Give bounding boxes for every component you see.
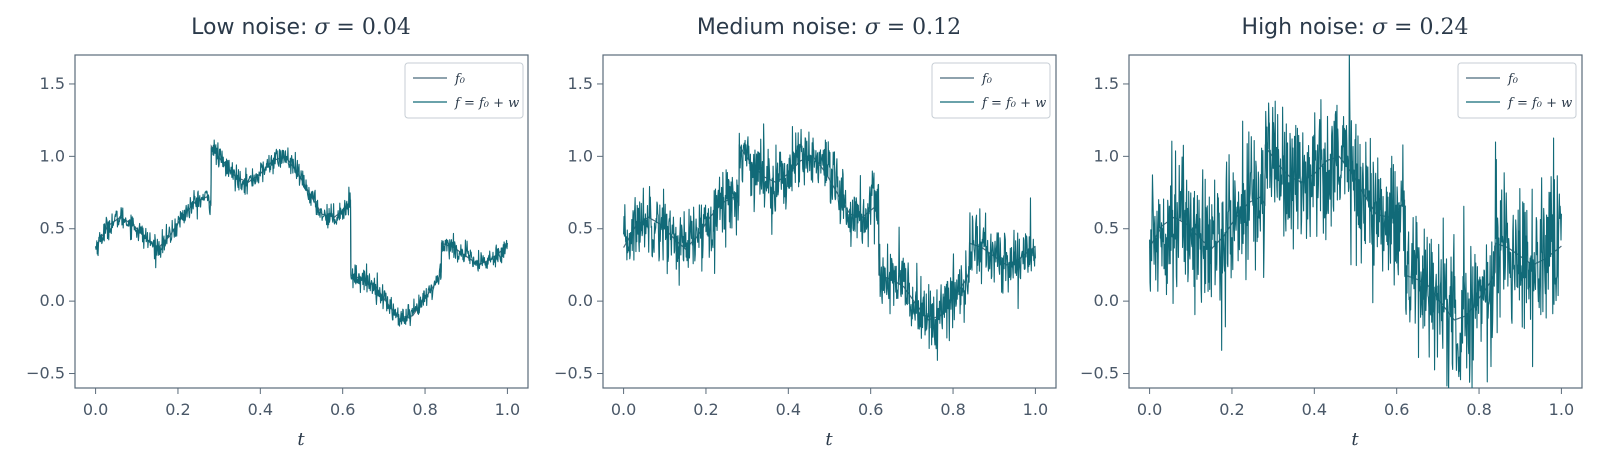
y-axis-ticks: −0.5 0.0 0.5 1.0 1.5: [1080, 74, 1129, 383]
x-tick-label: 0.6: [330, 400, 355, 419]
legend: f₀ f = f₀ + w: [1457, 62, 1577, 119]
y-tick-label: 0.5: [568, 219, 593, 238]
y-tick-label: 0.5: [40, 219, 65, 238]
y-tick-label: 0.0: [40, 291, 65, 310]
panel-low-noise: Low noise: σ = 0.04 0.0 0.2 0.4 0.6 0.8 1.0 −…: [26, 15, 529, 450]
y-tick-label: 1.5: [568, 74, 593, 93]
x-tick-label: 0.8: [940, 400, 965, 419]
x-tick-label: 0.0: [83, 400, 108, 419]
legend-label-f0: f₀: [1507, 72, 1519, 87]
y-tick-label: 1.5: [1094, 74, 1119, 93]
y-tick-label: 1.0: [568, 146, 593, 165]
legend-label-f0: f₀: [454, 72, 466, 87]
x-tick-label: 0.4: [776, 400, 801, 419]
legend-label-f: f = f₀ + w: [1507, 96, 1572, 111]
x-tick-label: 0.4: [1302, 400, 1327, 419]
legend-box: [404, 62, 524, 119]
y-tick-label: 0.0: [1094, 291, 1119, 310]
panel-title: Low noise: σ = 0.04: [191, 15, 411, 40]
x-tick-label: 0.8: [1466, 400, 1491, 419]
legend-label-f0: f₀: [981, 72, 993, 87]
legend-label-f: f = f₀ + w: [454, 96, 519, 111]
series-lines: [1149, 55, 1562, 388]
x-axis-ticks: 0.0 0.2 0.4 0.6 0.8 1.0: [1137, 388, 1574, 419]
y-axis-ticks: −0.5 0.0 0.5 1.0 1.5: [554, 74, 603, 383]
y-axis-ticks: −0.5 0.0 0.5 1.0 1.5: [26, 74, 75, 383]
series-lines: [623, 123, 1036, 361]
legend-box: [931, 62, 1051, 119]
x-tick-label: 1.0: [1023, 400, 1048, 419]
series-f-line: [95, 139, 508, 327]
x-tick-label: 0.0: [1137, 400, 1162, 419]
x-tick-label: 0.8: [412, 400, 437, 419]
y-tick-label: −0.5: [554, 364, 593, 383]
panel-medium-noise: Medium noise: σ = 0.12 0.0 0.2 0.4 0.6 0.8 1.…: [554, 15, 1057, 450]
y-tick-label: 1.0: [40, 146, 65, 165]
y-tick-label: 1.0: [1094, 146, 1119, 165]
panel-title: High noise: σ = 0.24: [1242, 15, 1469, 40]
legend: f₀ f = f₀ + w: [931, 62, 1051, 119]
x-axis-label: t: [1351, 429, 1359, 450]
x-axis-ticks: 0.0 0.2 0.4 0.6 0.8 1.0: [611, 388, 1048, 419]
y-tick-label: −0.5: [26, 364, 65, 383]
x-tick-label: 0.6: [858, 400, 883, 419]
x-axis-label: t: [297, 429, 305, 450]
x-tick-label: 1.0: [495, 400, 520, 419]
y-tick-label: 1.5: [40, 74, 65, 93]
x-tick-label: 0.2: [165, 400, 190, 419]
x-tick-label: 0.2: [1219, 400, 1244, 419]
panel-title: Medium noise: σ = 0.12: [697, 15, 961, 40]
series-f-line: [623, 123, 1036, 361]
x-axis-ticks: 0.0 0.2 0.4 0.6 0.8 1.0: [83, 388, 520, 419]
x-tick-label: 0.0: [611, 400, 636, 419]
x-tick-label: 1.0: [1549, 400, 1574, 419]
y-tick-label: 0.0: [568, 291, 593, 310]
series-f-line: [1149, 55, 1562, 388]
panel-high-noise: High noise: σ = 0.24 0.0 0.2 0.4 0.6 0.8 1.0 …: [1080, 15, 1583, 450]
x-tick-label: 0.2: [693, 400, 718, 419]
y-tick-label: 0.5: [1094, 219, 1119, 238]
legend-box: [1457, 62, 1577, 119]
x-tick-label: 0.6: [1384, 400, 1409, 419]
series-lines: [95, 139, 508, 327]
legend-label-f: f = f₀ + w: [981, 96, 1046, 111]
legend: f₀ f = f₀ + w: [404, 62, 524, 119]
y-tick-label: −0.5: [1080, 364, 1119, 383]
x-tick-label: 0.4: [248, 400, 273, 419]
x-axis-label: t: [825, 429, 833, 450]
